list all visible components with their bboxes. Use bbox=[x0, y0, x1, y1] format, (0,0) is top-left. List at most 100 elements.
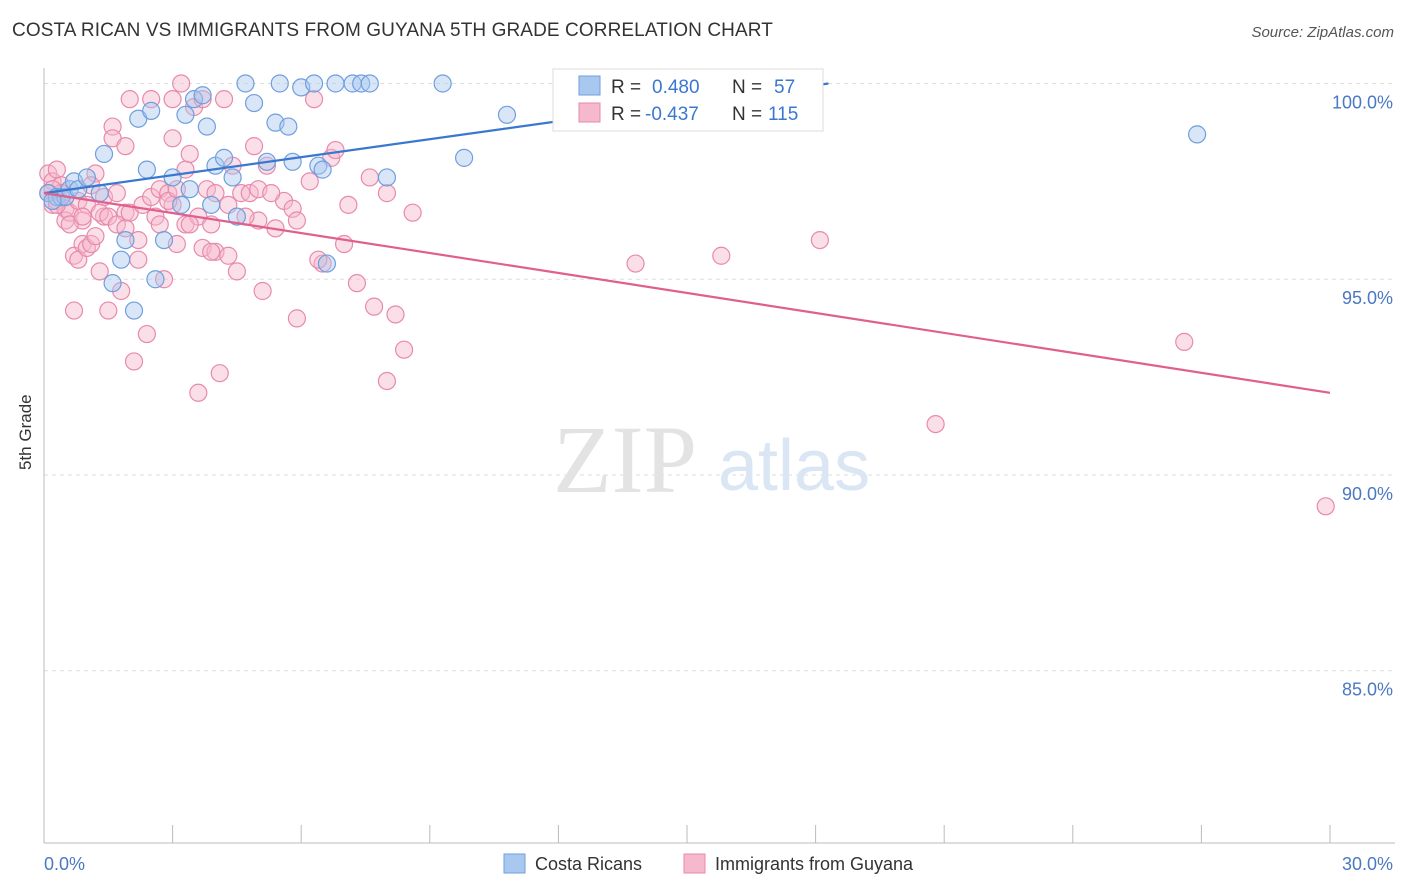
costa-rican-point bbox=[313, 160, 332, 179]
guyana-point bbox=[163, 129, 182, 148]
guyana-point bbox=[309, 250, 328, 269]
guyana-point bbox=[129, 250, 148, 269]
costa-rican-point bbox=[197, 117, 216, 136]
source-label: Source: ZipAtlas.com bbox=[1251, 24, 1394, 41]
legend-n-value-1: 57 bbox=[774, 77, 795, 98]
guyana-point bbox=[107, 184, 126, 203]
costa-rican-point bbox=[180, 180, 199, 199]
guyana-point bbox=[287, 309, 307, 328]
guyana-point bbox=[287, 211, 307, 230]
guyana-point bbox=[90, 203, 109, 222]
costa-rican-point bbox=[433, 74, 452, 93]
costa-rican-point bbox=[184, 90, 204, 109]
costa-rican-point bbox=[103, 274, 122, 293]
guyana-point bbox=[386, 305, 405, 324]
y-tick-label: 85.0% bbox=[1342, 680, 1393, 700]
guyana-point bbox=[712, 246, 731, 265]
costa-rican-point bbox=[326, 74, 345, 93]
guyana-point bbox=[180, 215, 199, 234]
costa-rican-point bbox=[193, 86, 212, 105]
costa-rican-point bbox=[1188, 125, 1207, 144]
guyana-point bbox=[129, 230, 148, 250]
guyana-point bbox=[86, 227, 105, 246]
guyana-point bbox=[47, 160, 66, 179]
guyana-point bbox=[90, 262, 109, 281]
costa-rican-point bbox=[137, 160, 156, 179]
watermark-atlas: atlas bbox=[718, 426, 870, 506]
guyana-point bbox=[210, 364, 229, 383]
x-tick-label-max: 30.0% bbox=[1342, 854, 1393, 874]
guyana-point bbox=[64, 301, 84, 320]
costa-rican-point bbox=[236, 74, 255, 93]
bottom-legend-label-guyana: Immigrants from Guyana bbox=[715, 854, 914, 874]
bottom-legend-label-costa-ricans: Costa Ricans bbox=[535, 854, 642, 874]
costa-rican-point bbox=[317, 254, 337, 273]
guyana-point bbox=[1316, 497, 1335, 516]
grid-lines bbox=[44, 82, 1395, 672]
guyana-point bbox=[120, 90, 139, 109]
costa-rican-point bbox=[202, 195, 221, 214]
guyana-point bbox=[240, 184, 259, 203]
guyana-point bbox=[253, 281, 272, 301]
x-tick-label-min: 0.0% bbox=[44, 854, 85, 874]
guyana-point bbox=[206, 184, 225, 203]
axes bbox=[43, 68, 1395, 844]
guyana-point bbox=[1175, 332, 1194, 351]
guyana-point bbox=[304, 90, 324, 109]
guyana-point bbox=[926, 414, 945, 434]
guyana-point bbox=[377, 184, 397, 203]
guyana-point bbox=[364, 297, 384, 316]
watermark: ZIP atlas bbox=[553, 406, 870, 513]
costa-rican-point bbox=[270, 74, 289, 93]
legend-n-label-1: N = bbox=[732, 77, 762, 98]
guyana-point bbox=[189, 383, 208, 402]
guyana-point bbox=[227, 262, 246, 281]
guyana-point bbox=[360, 168, 379, 187]
costa-rican-point bbox=[77, 168, 96, 187]
guyana-point bbox=[377, 371, 397, 391]
costa-rican-point bbox=[116, 230, 135, 250]
guyana-point bbox=[300, 172, 319, 191]
series-guyana-points bbox=[39, 74, 1335, 516]
costa-rican-point bbox=[377, 168, 397, 187]
costa-rican-point bbox=[214, 148, 234, 167]
guyana-point bbox=[172, 74, 191, 93]
guyana-point bbox=[107, 215, 126, 234]
watermark-zip: ZIP bbox=[553, 406, 697, 513]
guyana-point bbox=[219, 246, 238, 265]
y-tick-labels: 100.0% 95.0% 90.0% 85.0% bbox=[1332, 92, 1393, 699]
y-tick-label: 95.0% bbox=[1342, 288, 1393, 308]
costa-rican-point bbox=[360, 74, 379, 93]
costa-rican-point bbox=[497, 105, 517, 124]
legend-r-value-1: 0.480 bbox=[652, 77, 700, 98]
costa-rican-point bbox=[142, 101, 161, 120]
costa-rican-point bbox=[454, 148, 474, 167]
guyana-point bbox=[326, 140, 345, 160]
guyana-point bbox=[202, 242, 221, 261]
guyana-point bbox=[73, 207, 92, 226]
guyana-point bbox=[180, 144, 199, 164]
legend-box: R = 0.480 N = 57 R = -0.437 N = 115 bbox=[552, 68, 824, 132]
guyana-point bbox=[116, 137, 135, 156]
costa-rican-point bbox=[227, 207, 246, 226]
legend-swatch-blue bbox=[578, 75, 601, 96]
y-tick-label: 90.0% bbox=[1342, 484, 1393, 504]
bottom-legend-swatch-blue bbox=[503, 853, 526, 874]
legend-r-label-2: R = bbox=[611, 104, 641, 125]
guyana-point bbox=[403, 203, 422, 222]
legend-swatch-pink bbox=[578, 102, 601, 123]
guyana-point bbox=[137, 324, 156, 344]
guyana-point bbox=[394, 340, 414, 359]
guyana-point bbox=[150, 215, 169, 234]
guyana-point bbox=[244, 137, 264, 156]
legend-n-value-2: 115 bbox=[768, 104, 798, 125]
guyana-point bbox=[626, 254, 645, 273]
legend-r-value-2: -0.437 bbox=[645, 104, 699, 125]
y-tick-label: 100.0% bbox=[1332, 92, 1393, 112]
guyana-point bbox=[262, 184, 281, 203]
costa-rican-point bbox=[279, 117, 298, 136]
guyana-point bbox=[163, 90, 182, 109]
costa-rican-point bbox=[154, 230, 174, 250]
legend-n-label-2: N = bbox=[732, 104, 762, 125]
